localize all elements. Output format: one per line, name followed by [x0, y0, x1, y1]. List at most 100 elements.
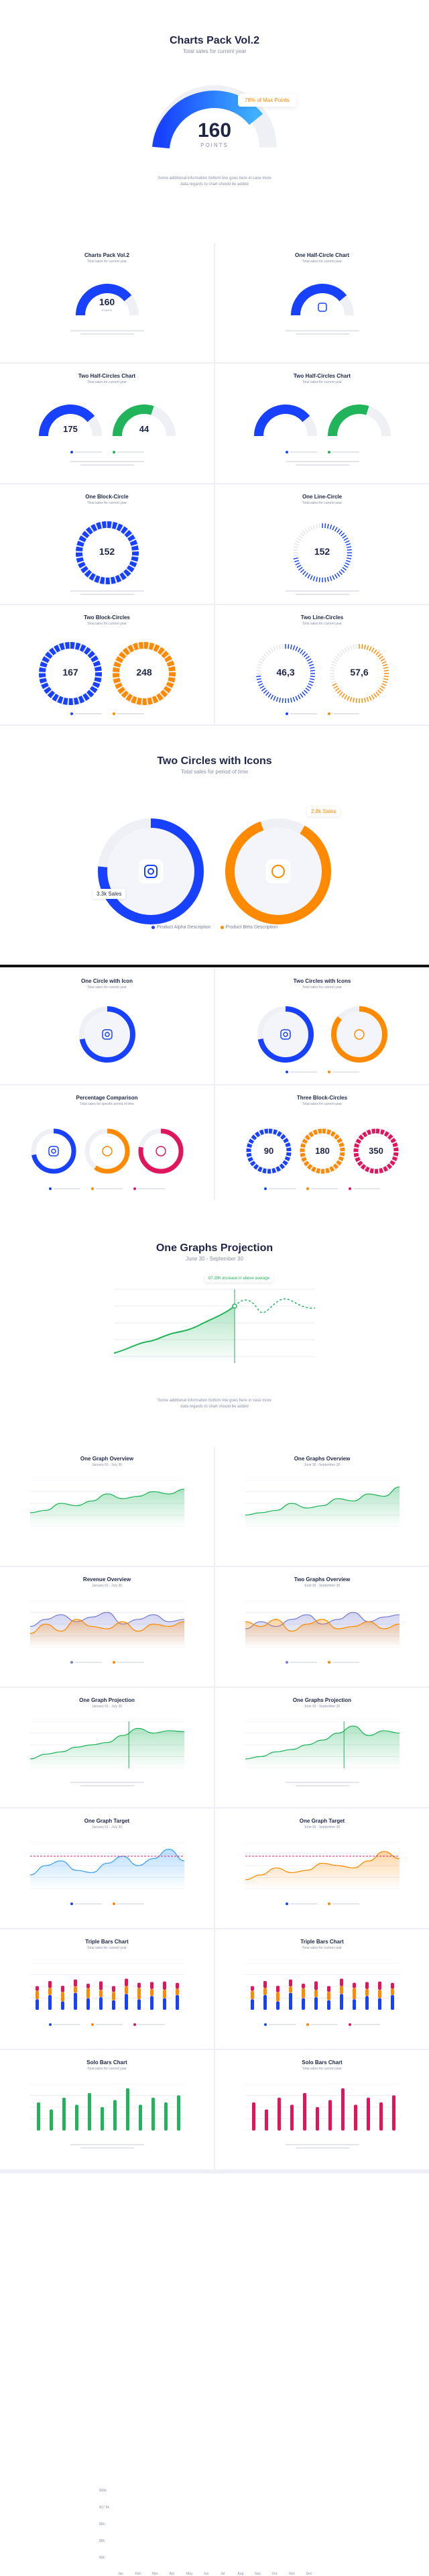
card-description-lines — [282, 590, 363, 595]
card-title: Two Block-Circles — [84, 614, 130, 621]
bar-chart — [245, 2084, 400, 2131]
x-tick-label: May — [186, 2572, 193, 2576]
legend-swatch — [285, 1071, 317, 1073]
card-title: One Circle with Icon — [81, 978, 133, 984]
hero-description: Some additional information bottom line … — [158, 176, 271, 186]
legend-swatch — [285, 1661, 317, 1664]
card-title: Revenue Overview — [82, 1576, 131, 1582]
x-tick-label: Dec — [306, 2572, 312, 2576]
area-chart — [245, 1842, 400, 1889]
x-tick-label: Oct — [271, 2572, 278, 2576]
half-gauge — [291, 284, 354, 316]
legend-swatch — [70, 451, 102, 453]
card-subtitle: Total sales for current year — [302, 622, 342, 626]
y-tick-label: $17.5k — [99, 2506, 110, 2510]
icons-rings — [98, 818, 331, 924]
card-title: One Graph Target — [299, 1818, 345, 1824]
card-title: Triple Bars Chart — [85, 1939, 129, 1945]
circle-value-3: 350 — [369, 1146, 383, 1156]
card-title: One Graphs Projection — [292, 1697, 352, 1703]
icon-circle — [79, 1006, 135, 1063]
legend-swatch — [133, 1187, 165, 1190]
legend-swatch — [327, 1902, 359, 1905]
card-subtitle: January 01 - July 30 — [91, 1705, 123, 1709]
card-title: One Block-Circle — [85, 494, 129, 500]
graph-card-5: One Graphs Projection June 30 - September… — [215, 1688, 429, 1807]
hero-badge: 78% of Max Points — [238, 94, 296, 107]
page-divider — [0, 965, 429, 967]
legend-swatch — [70, 1661, 102, 1664]
card-description-lines — [67, 330, 147, 335]
legend-swatch — [327, 1071, 359, 1073]
icons-subtitle: Total sales for period of time — [180, 769, 249, 775]
icons-label-right: 2.8k Sales — [307, 806, 341, 816]
card-title: One Line-Circle — [302, 494, 343, 500]
icons-section: Two Circles with Icons Total sales for p… — [0, 727, 429, 955]
circle-value-2: 57,6 — [350, 667, 369, 678]
half-gauges — [254, 405, 391, 437]
graph-card-11: Solo Bars Chart Total sales for current y… — [215, 2050, 429, 2169]
card-subtitle: January 01 - July 30 — [91, 1825, 123, 1829]
stacked-bar-chart — [245, 1963, 400, 2010]
legend-swatch — [349, 2023, 380, 2026]
graph-card-7: One Graph Target June 30 - September 30 — [215, 1809, 429, 1928]
card-description-lines — [67, 1782, 147, 1786]
gauge-card-6: Two Block-Circles Total sales for current… — [0, 605, 214, 724]
card-subtitle: Total sales for current year — [87, 622, 127, 626]
y-tick-label: $0k — [99, 2556, 105, 2560]
projection-badge: 87.39K increase in above average — [204, 1275, 274, 1283]
graph-card-1: One Graphs Overview June 30 - September 3… — [215, 1446, 429, 1566]
card-title: One Graph Target — [84, 1818, 130, 1824]
circle-value-2: 248 — [136, 667, 152, 678]
card-subtitle: January 01 - July 30 — [91, 1463, 123, 1467]
card-legend — [215, 1661, 429, 1664]
legend-swatch — [91, 2023, 123, 2026]
card-subtitle: January 01 - July 30 — [91, 1584, 123, 1588]
card-legend — [215, 1187, 429, 1190]
x-tick-label: Apr — [169, 2572, 175, 2576]
graph-card-8: Triple Bars Chart Total sales for current… — [0, 1929, 214, 2049]
card-subtitle: June 30 - September 30 — [304, 1705, 341, 1709]
circle-value: 152 — [99, 546, 115, 557]
card-title: One Graph Overview — [80, 1456, 134, 1462]
graph-card-0: One Graph Overview January 01 - July 30 — [0, 1446, 214, 1566]
area-chart — [30, 1842, 184, 1889]
legend-swatch — [306, 2023, 338, 2026]
card-subtitle: Total sales for current year — [87, 2067, 127, 2071]
legend-swatch — [112, 1661, 144, 1664]
gauge-card-4: One Block-Circle Total sales for current … — [0, 484, 214, 604]
legend-swatch — [91, 1187, 123, 1190]
legend-swatch — [49, 2023, 80, 2026]
y-tick-label: $30k — [99, 2489, 107, 2493]
card-title: One Half-Circle Chart — [295, 252, 349, 258]
legend-swatch — [133, 2023, 165, 2026]
projection-chart — [114, 1289, 315, 1363]
legend-swatch — [70, 1902, 102, 1905]
card-legend — [0, 1902, 214, 1905]
area-chart — [30, 1601, 184, 1648]
icons-legend: Product Alpha Description Product Beta D… — [0, 925, 429, 930]
card-legend — [0, 451, 214, 453]
legend-item-beta: Product Beta Description — [220, 925, 278, 930]
card-title: Triple Bars Chart — [300, 1939, 344, 1945]
hero-gauge — [152, 85, 277, 149]
two-circles — [256, 644, 389, 703]
card-subtitle: Total sales for current year — [302, 2067, 342, 2071]
card-legend — [0, 2023, 214, 2026]
circle-value-1: 90 — [263, 1146, 274, 1156]
card-description-lines — [282, 461, 363, 466]
x-tick-label: Jan — [118, 2572, 124, 2576]
y-tick-label: $5k — [99, 2522, 105, 2526]
card-subtitle: Total sales for current year — [302, 1946, 342, 1950]
projection-section: One Graphs Projection June 30 - Septembe… — [0, 1202, 429, 2576]
card-subtitle: Total sales for current year — [87, 260, 127, 264]
card-legend — [215, 1071, 429, 1073]
hero-title: Charts Pack Vol.2 — [170, 35, 259, 46]
card-subtitle: Total sales for current year — [302, 260, 342, 264]
card-title: Two Circles with Icons — [293, 978, 351, 984]
hero-value: 160 — [197, 119, 232, 142]
x-tick-label: Mar — [152, 2572, 158, 2576]
icons-label-left: 3.3k Sales — [93, 889, 126, 899]
legend-swatch — [349, 1187, 380, 1190]
card-subtitle: Total sales for current year — [87, 380, 127, 384]
